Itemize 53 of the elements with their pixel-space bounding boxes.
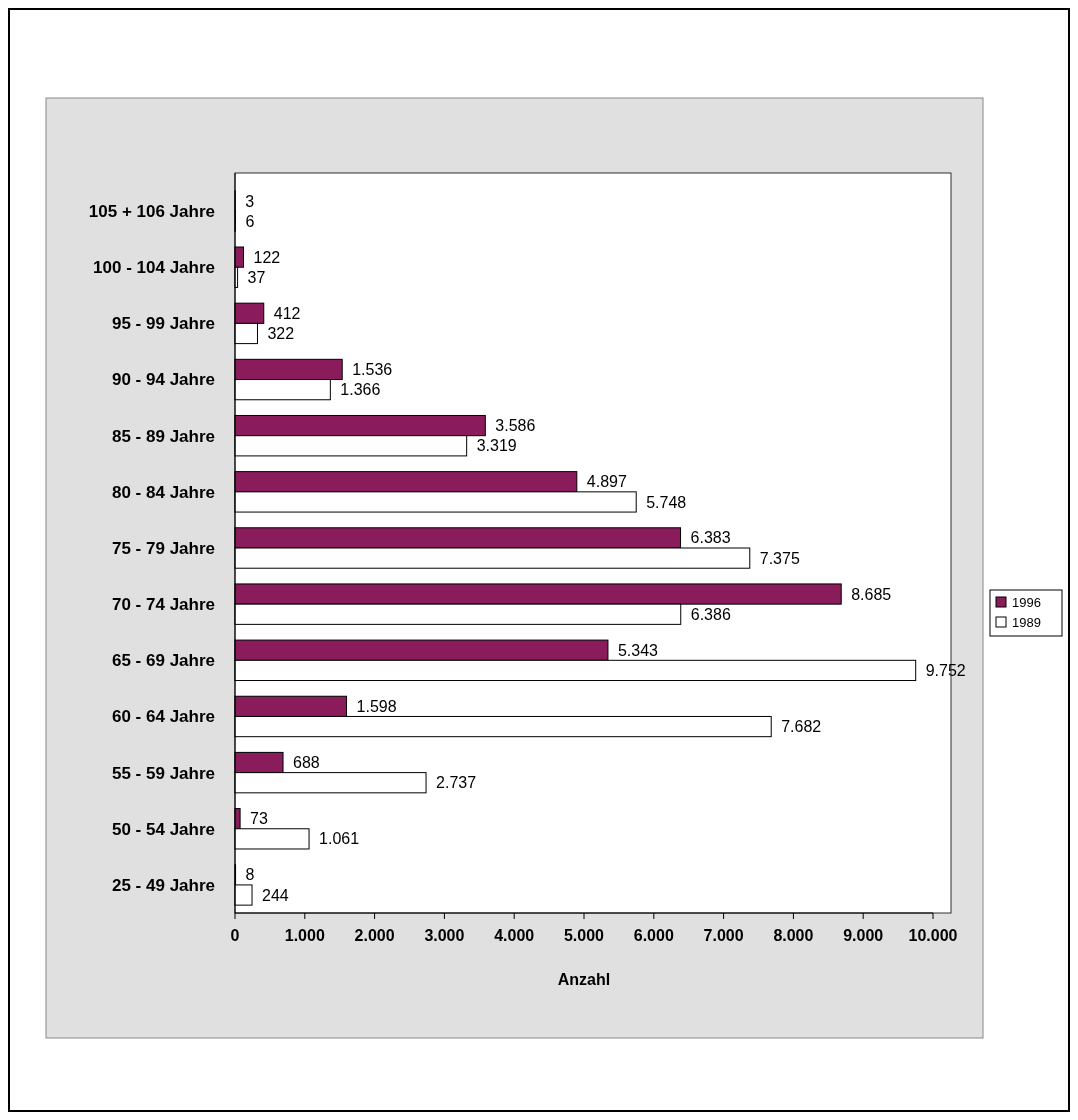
- y-tick-label: 65 - 69 Jahre: [111, 651, 215, 671]
- data-label: 2.737: [436, 774, 477, 792]
- data-label: 37: [247, 268, 266, 286]
- y-tick-label: 75 - 79 Jahre: [111, 538, 215, 558]
- x-tick-label: 7.000: [703, 927, 744, 944]
- x-tick-label: 1.000: [284, 927, 325, 944]
- data-label: 5.343: [617, 641, 659, 659]
- y-tick-label: 60 - 64 Jahre: [111, 707, 215, 727]
- x-tick-label: 4.000: [494, 927, 535, 944]
- data-label: 412: [273, 304, 301, 322]
- y-tick-label: 100 - 104 Jahre: [93, 258, 215, 278]
- x-tick-label: 9.000: [843, 927, 884, 944]
- x-tick-label: 2.000: [354, 927, 395, 944]
- data-label: 3.319: [476, 437, 517, 455]
- data-label: 688: [293, 754, 320, 772]
- x-tick-label: 10.000: [908, 927, 958, 944]
- data-label: 1.061: [319, 830, 360, 848]
- data-label: 322: [267, 325, 295, 343]
- data-label: 8.685: [851, 585, 892, 603]
- data-label: 6.386: [690, 605, 731, 623]
- y-tick-label: 95 - 99 Jahre: [111, 314, 215, 334]
- data-label: 7.375: [759, 549, 800, 567]
- x-tick-label: 6.000: [633, 927, 674, 944]
- y-tick-label: 85 - 89 Jahre: [111, 426, 215, 446]
- x-tick-label: 3.000: [424, 927, 465, 944]
- data-label: 1.536: [352, 361, 393, 379]
- legend-label: 1996: [1012, 594, 1041, 610]
- data-label: 6.383: [690, 529, 731, 547]
- y-tick-label: 55 - 59 Jahre: [111, 763, 215, 783]
- data-label: 7.682: [781, 718, 822, 736]
- y-tick-label: 90 - 94 Jahre: [111, 370, 215, 390]
- x-axis-title: Anzahl: [557, 971, 611, 988]
- data-label: 73: [250, 810, 268, 828]
- data-label: 1.598: [356, 697, 397, 715]
- y-tick-label: 50 - 54 Jahre: [111, 819, 215, 839]
- y-tick-label: 80 - 84 Jahre: [111, 482, 215, 502]
- data-label: 9.752: [925, 662, 966, 680]
- x-tick-label: 5.000: [563, 927, 605, 944]
- data-label: 8: [245, 866, 255, 884]
- data-label: 5.748: [646, 493, 687, 511]
- data-label: 3.586: [495, 417, 536, 435]
- data-label: 6: [245, 212, 255, 230]
- data-label: 244: [262, 886, 289, 904]
- data-label: 3: [245, 192, 255, 210]
- data-label: 122: [253, 248, 281, 266]
- y-tick-label: 70 - 74 Jahre: [111, 595, 215, 615]
- x-tick-label: 0: [230, 927, 240, 944]
- y-tick-label: 105 + 106 Jahre: [88, 202, 215, 222]
- legend-label: 1989: [1012, 614, 1041, 630]
- y-tick-label: 25 - 49 Jahre: [111, 875, 215, 895]
- data-label: 1.366: [340, 381, 381, 399]
- x-tick-label: 8.000: [773, 927, 814, 944]
- data-label: 4.897: [586, 473, 627, 491]
